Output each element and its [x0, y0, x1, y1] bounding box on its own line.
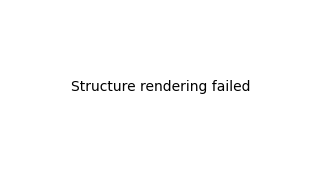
Text: Structure rendering failed: Structure rendering failed — [71, 80, 250, 94]
